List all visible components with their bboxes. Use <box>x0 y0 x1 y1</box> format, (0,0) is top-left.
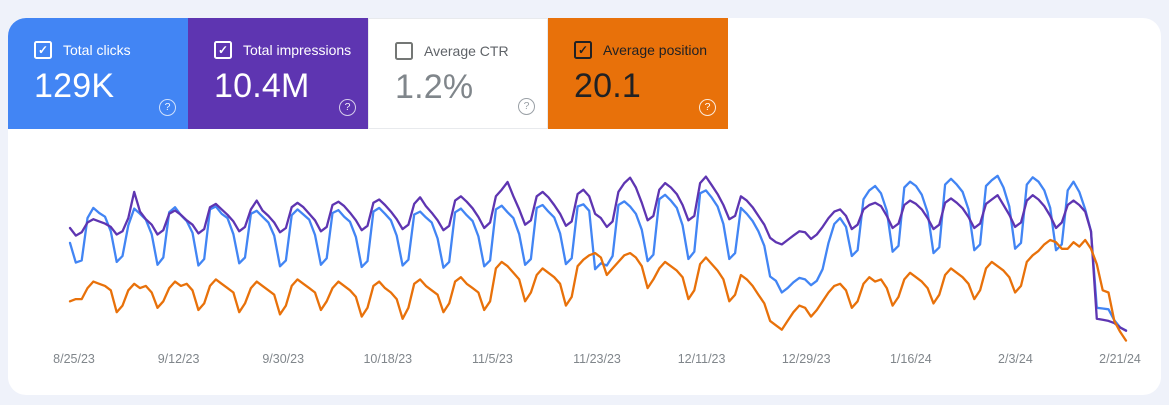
x-axis-label: 11/5/23 <box>472 352 513 366</box>
total-impressions-checkbox[interactable]: ✓ <box>214 41 232 59</box>
x-axis-label: 2/21/24 <box>1099 352 1141 366</box>
performance-chart: 8/25/23 9/12/23 9/30/23 10/18/23 11/5/23 11/2… <box>53 174 1141 366</box>
checkmark-icon: ✓ <box>577 43 589 57</box>
card-header: ✓ Total impressions <box>214 41 368 59</box>
card-header: ✓ Average position <box>574 41 728 59</box>
average-ctr-value: 1.2% <box>395 68 474 106</box>
checkmark-icon: ✓ <box>37 43 49 57</box>
x-axis-label: 12/11/23 <box>678 352 726 366</box>
card-header: Average CTR <box>395 42 547 60</box>
total-impressions-value: 10.4M <box>214 67 310 105</box>
help-icon[interactable]: ? <box>699 99 716 116</box>
metric-cards-row: ✓ Total clicks 129K ? ✓ Total impression… <box>8 18 728 129</box>
performance-panel: ✓ Total clicks 129K ? ✓ Total impression… <box>8 18 1161 395</box>
x-axis-label: 9/30/23 <box>262 352 304 366</box>
x-axis-label: 10/18/23 <box>363 352 412 366</box>
series-line-average-position <box>68 238 1128 342</box>
average-ctr-card[interactable]: Average CTR 1.2% ? <box>368 18 548 129</box>
help-icon[interactable]: ? <box>159 99 176 116</box>
series-line-total-impressions <box>68 175 1128 332</box>
average-position-card[interactable]: ✓ Average position 20.1 ? <box>548 18 728 129</box>
help-icon[interactable]: ? <box>339 99 356 116</box>
x-axis-label: 1/16/24 <box>890 352 932 366</box>
series-line-total-clicks <box>68 174 1128 332</box>
card-label: Total clicks <box>63 42 131 58</box>
checkmark-icon: ✓ <box>217 43 229 57</box>
x-axis-label: 8/25/23 <box>53 352 95 366</box>
x-axis-label: 9/12/23 <box>158 352 200 366</box>
total-clicks-checkbox[interactable]: ✓ <box>34 41 52 59</box>
average-position-value: 20.1 <box>574 67 641 105</box>
average-ctr-checkbox[interactable] <box>395 42 413 60</box>
card-header: ✓ Total clicks <box>34 41 188 59</box>
x-axis-label: 2/3/24 <box>998 352 1033 366</box>
help-icon[interactable]: ? <box>518 98 535 115</box>
x-axis-label: 12/29/23 <box>782 352 831 366</box>
card-label: Average position <box>603 42 708 58</box>
average-position-checkbox[interactable]: ✓ <box>574 41 592 59</box>
card-label: Average CTR <box>424 43 509 59</box>
total-impressions-card[interactable]: ✓ Total impressions 10.4M ? <box>188 18 368 129</box>
card-label: Total impressions <box>243 42 352 58</box>
total-clicks-card[interactable]: ✓ Total clicks 129K ? <box>8 18 188 129</box>
x-axis-label: 11/23/23 <box>573 352 621 366</box>
total-clicks-value: 129K <box>34 67 115 105</box>
